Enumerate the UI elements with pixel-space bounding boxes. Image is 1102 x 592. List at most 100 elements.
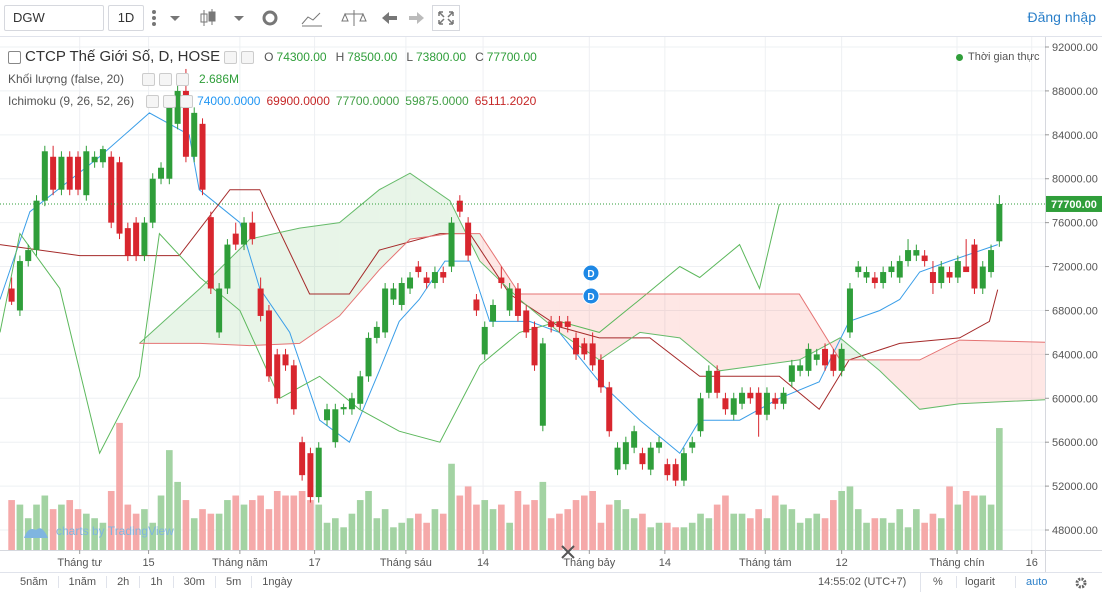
gear-icon[interactable] [163, 94, 177, 108]
volume-bar [332, 518, 339, 550]
volume-bar [398, 522, 406, 550]
volume-bar [639, 513, 646, 550]
volume-bar [473, 504, 480, 550]
volume-bar [83, 513, 90, 550]
redo-icon[interactable] [409, 12, 424, 24]
eye-icon[interactable] [146, 94, 160, 108]
candle-body [573, 337, 580, 355]
volume-bar [448, 463, 455, 550]
ichimoku-cloud [599, 293, 640, 360]
ichimoku-value: 74000.0000 [197, 94, 261, 108]
volume-bar [282, 495, 289, 550]
ichimoku-value: 77700.0000 [335, 94, 400, 108]
chart-style-icon[interactable] [200, 9, 216, 26]
candle-body [622, 442, 629, 465]
candle-body [16, 261, 23, 311]
volume-bar [987, 504, 995, 550]
x-tick-label: 14 [477, 557, 489, 569]
symbol-input[interactable]: DGW [4, 5, 104, 31]
event-marker[interactable]: D [582, 264, 600, 282]
volume-bar [846, 486, 854, 550]
volume-bar [298, 490, 306, 550]
range-button[interactable]: 30m [172, 576, 215, 588]
candle-body [979, 266, 986, 289]
volume-bar [49, 509, 57, 550]
candle-body [689, 442, 696, 448]
range-button[interactable]: 2h [106, 576, 139, 588]
x-tick-label: 17 [308, 557, 320, 569]
candle-body [863, 272, 870, 278]
ichimoku-value: 69900.0000 [266, 94, 330, 108]
volume-bar [788, 509, 796, 550]
volume-bar [157, 495, 165, 550]
candle-body [664, 464, 671, 476]
ichimoku-span-b [139, 233, 1046, 361]
y-tick-label: 92000.00 [1052, 42, 1098, 54]
dropdown-icon[interactable] [234, 16, 244, 21]
range-button[interactable]: 5m [214, 576, 251, 588]
candle-body [938, 266, 945, 284]
volume-bar [996, 428, 1003, 550]
login-link[interactable]: Đăng nhập [1027, 9, 1096, 25]
y-tick-label: 48000.00 [1052, 525, 1098, 537]
candle-body [506, 288, 513, 311]
percent-toggle[interactable]: % [933, 576, 943, 588]
volume-bar [273, 490, 281, 550]
gear-icon[interactable] [241, 50, 255, 64]
range-button[interactable]: 1h [139, 576, 172, 588]
watermark-text: charts by TradingView [56, 524, 174, 538]
volume-bar [498, 504, 505, 550]
interval-button[interactable]: 1D [108, 5, 144, 31]
gear-icon[interactable] [158, 72, 172, 86]
indicators-icon[interactable] [301, 12, 322, 27]
candle-body [158, 167, 165, 179]
watermark[interactable]: charts by TradingView [22, 522, 174, 540]
volume-bar [265, 509, 273, 550]
ichimoku-cloud [679, 293, 720, 371]
volume-bar [713, 504, 721, 550]
candle-body [382, 288, 389, 333]
volume-bar [373, 518, 381, 550]
collapse-icon[interactable] [8, 50, 21, 64]
volume-bar [539, 481, 547, 550]
settings-icon[interactable] [1074, 576, 1088, 590]
ohlc-values: O 74300.00 H 78500.00 L 73800.00 C 77700.00 [258, 46, 537, 68]
candle-body [498, 277, 505, 284]
close-icon[interactable] [175, 72, 189, 86]
dropdown-icon[interactable] [170, 16, 180, 21]
volume-bar [564, 509, 572, 550]
range-button[interactable]: 1ngày [251, 576, 302, 588]
footer: 5năm 1năm 2h 1h 30m 5m 1ngày 14:55:02 (UTC+7) … [0, 572, 1102, 592]
range-button[interactable]: 1năm [57, 576, 107, 588]
close-icon[interactable] [180, 94, 194, 108]
volume-bar [423, 522, 430, 550]
event-marker[interactable]: D [582, 287, 600, 305]
candle-body [548, 321, 555, 327]
eye-icon[interactable] [224, 50, 238, 64]
undo-icon[interactable] [382, 12, 397, 24]
candle-body [407, 277, 414, 289]
fullscreen-frame [432, 5, 460, 31]
settings-icon[interactable] [262, 10, 278, 26]
candle-body [631, 431, 638, 448]
ichimoku-cloud [919, 340, 960, 410]
volume-bar [647, 527, 655, 550]
eye-icon[interactable] [141, 72, 155, 86]
menu-icon[interactable] [152, 10, 156, 14]
candle-body [174, 90, 181, 124]
candle-body [539, 343, 546, 426]
candle-body [838, 348, 845, 371]
ichimoku-value: 65111.2020 [474, 94, 537, 108]
symbol-title: CTCP Thế Giới Số, D, HOSE [25, 48, 221, 65]
auto-toggle[interactable]: auto [1015, 576, 1047, 588]
volume-bar [879, 518, 887, 550]
range-button[interactable]: 5năm [20, 576, 48, 588]
ichimoku-values: 74000.0000 69900.0000 77700.0000 59875.0000… [197, 90, 536, 112]
compare-icon[interactable] [341, 10, 367, 26]
close-handle[interactable] [561, 545, 575, 559]
log-toggle[interactable]: logarit [956, 576, 995, 588]
fullscreen-icon[interactable] [432, 5, 460, 31]
range-buttons: 5năm 1năm 2h 1h 30m 5m 1ngày [12, 576, 302, 588]
